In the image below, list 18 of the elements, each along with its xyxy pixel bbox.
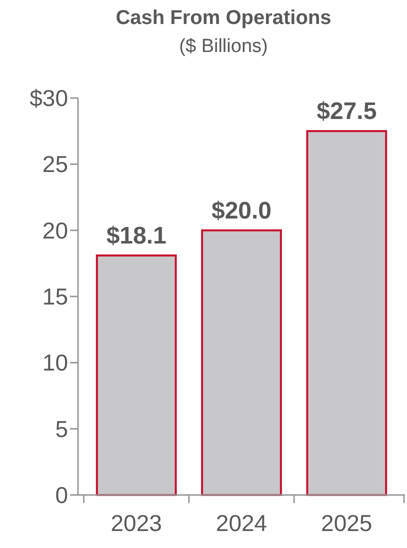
chart-subtitle: ($ Billions) [179,36,268,57]
y-tick-label: 20 [42,217,68,244]
y-tick-label: $30 [30,85,68,112]
bar [306,130,388,496]
y-tick-label: 5 [55,416,68,442]
y-tick-label: 0 [55,482,68,508]
x-tick-label: 2025 [321,510,372,536]
data-label: $18.1 [106,222,166,250]
y-tick-label: 15 [42,284,68,310]
bar [96,254,177,496]
y-tick-label: 10 [42,350,68,376]
chart-title: Cash From Operations [116,7,332,29]
bar [201,229,282,496]
x-tick-label: 2023 [110,510,162,536]
x-tick-label: 2024 [216,510,268,536]
y-tick-label: 25 [42,151,68,178]
data-label: $27.5 [316,98,377,126]
data-label: $20.0 [211,197,272,224]
